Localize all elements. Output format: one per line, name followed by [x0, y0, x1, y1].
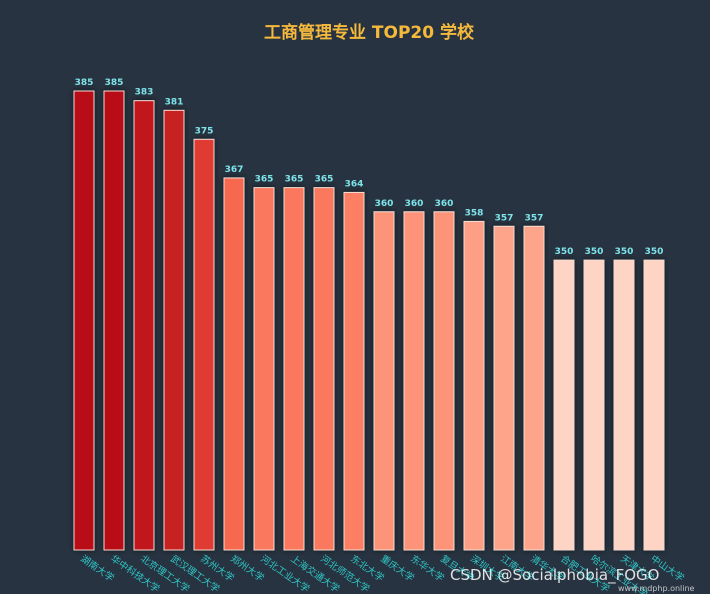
bar-9 [313, 187, 335, 551]
bars-layer [73, 90, 665, 551]
bar-3 [133, 100, 155, 551]
bar-6 [223, 177, 245, 551]
bar-18 [583, 259, 605, 551]
bar-19 [613, 259, 635, 551]
x-tick-label-12: 东华大学 [408, 553, 446, 585]
bar-12 [403, 211, 425, 551]
value-label-12: 360 [405, 199, 424, 209]
watermark-small-text: www.mdphp.online [618, 584, 695, 593]
watermark-text: CSDN @Socialphobia_FOGO [450, 566, 659, 585]
value-label-18: 350 [585, 247, 604, 257]
bar-15 [493, 225, 515, 551]
value-label-8: 365 [285, 175, 304, 185]
value-labels-layer: 385 385 383 381 375 367 365 365 365 364 360 360 360 3… [75, 78, 664, 257]
bar-11 [373, 211, 395, 551]
value-label-6: 367 [225, 165, 244, 175]
value-label-11: 360 [375, 199, 394, 209]
value-label-16: 357 [525, 213, 544, 223]
bar-16 [523, 225, 545, 551]
value-label-5: 375 [195, 126, 214, 136]
chart-title: 工商管理专业 TOP20 学校 [264, 22, 475, 43]
bar-20 [643, 259, 665, 551]
value-label-14: 358 [465, 208, 484, 218]
x-tick-label-11: 重庆大学 [378, 553, 416, 585]
x-tick-label-1: 湖南大学 [78, 553, 116, 585]
value-label-13: 360 [435, 199, 454, 209]
value-label-9: 365 [315, 175, 334, 185]
value-label-17: 350 [555, 247, 574, 257]
value-label-10: 364 [345, 179, 364, 189]
x-tick-label-6: 郑州大学 [228, 553, 266, 585]
value-label-15: 357 [495, 213, 514, 223]
value-label-2: 385 [105, 78, 124, 88]
value-label-19: 350 [615, 247, 634, 257]
bar-14 [463, 220, 485, 551]
bar-17 [553, 259, 575, 551]
bar-5 [193, 138, 215, 551]
bar-13 [433, 211, 455, 551]
bar-8 [283, 187, 305, 551]
bar-4 [163, 109, 185, 551]
value-label-7: 365 [255, 175, 274, 185]
value-label-4: 381 [165, 97, 184, 107]
bar-10 [343, 191, 365, 551]
value-label-20: 350 [645, 247, 664, 257]
value-label-1: 385 [75, 78, 94, 88]
bar-1 [73, 90, 95, 551]
bar-2 [103, 90, 125, 551]
value-label-3: 383 [135, 88, 154, 98]
bar-7 [253, 187, 275, 551]
